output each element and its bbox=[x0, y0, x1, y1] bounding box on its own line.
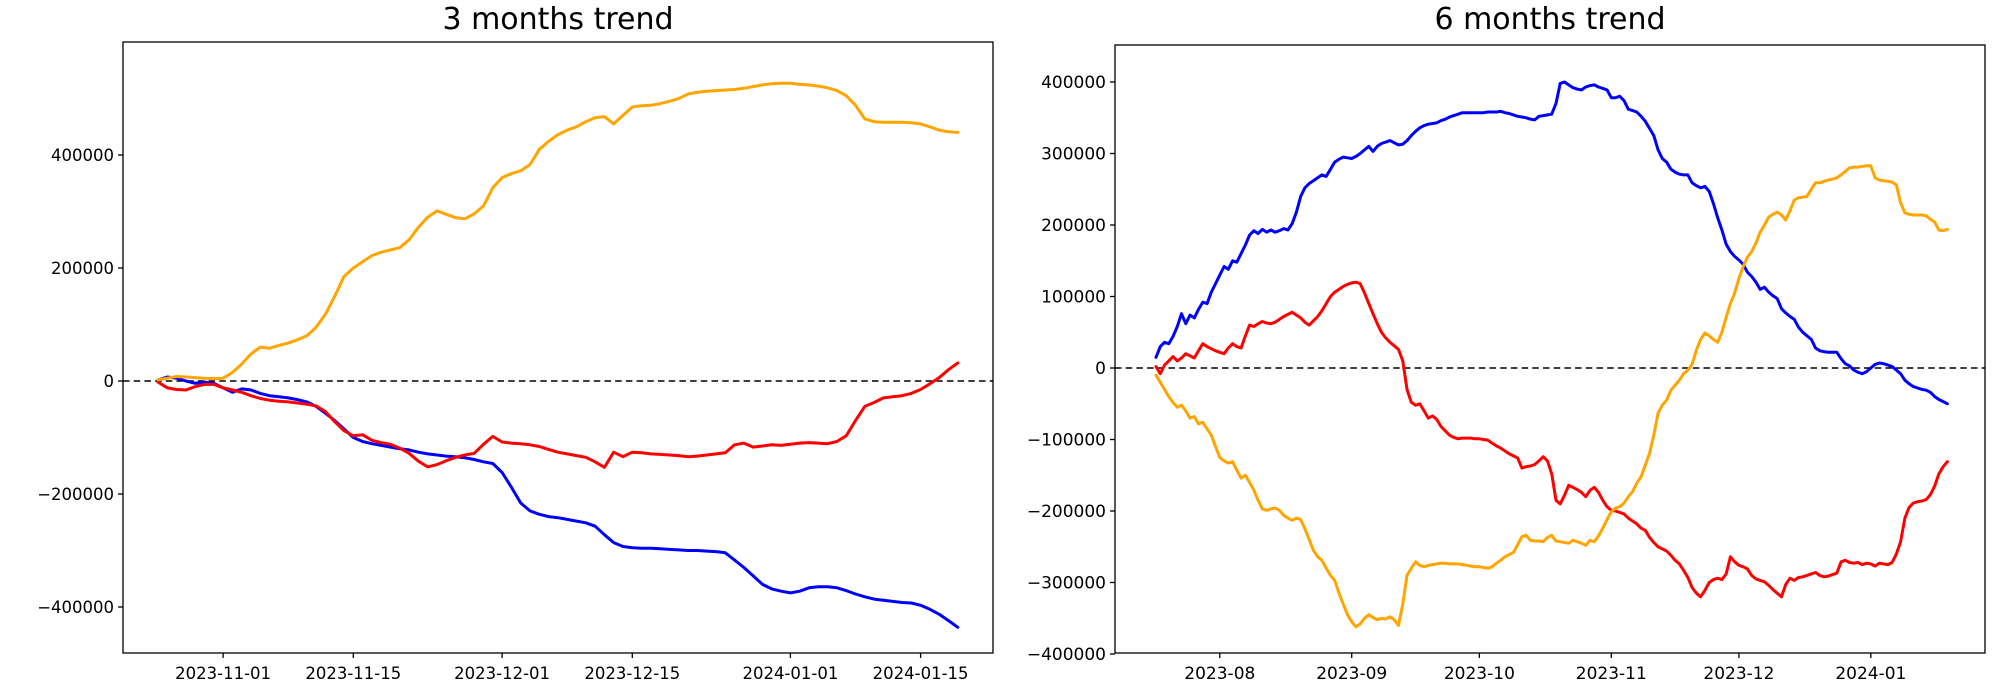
series-orange-line bbox=[1154, 164, 1949, 629]
x-tick-label: 2023-08 bbox=[1184, 664, 1255, 684]
x-tick-label: 2023-12 bbox=[1703, 664, 1774, 684]
x-tick-label: 2023-11-15 bbox=[305, 664, 401, 683]
y-tick-label: −300000 bbox=[1027, 574, 1106, 594]
y-tick-label: 400000 bbox=[51, 146, 114, 165]
y-tick-label: 0 bbox=[104, 372, 115, 391]
x-tick-label: 2023-12-15 bbox=[584, 664, 680, 683]
x-tick-label: 2023-09 bbox=[1316, 664, 1387, 684]
y-tick-label: 200000 bbox=[51, 259, 114, 278]
series-blue-line bbox=[1154, 80, 1949, 406]
x-tick-label: 2024-01 bbox=[1835, 664, 1906, 684]
y-tick-label: 300000 bbox=[1041, 145, 1106, 165]
y-tick-label: 400000 bbox=[1041, 73, 1106, 93]
series-orange-line bbox=[156, 81, 960, 382]
y-tick-label: 100000 bbox=[1041, 288, 1106, 308]
x-tick-label: 2023-12-01 bbox=[454, 664, 550, 683]
x-tick-label: 2023-11 bbox=[1576, 664, 1647, 684]
series-blue-line bbox=[156, 375, 960, 629]
x-tick-label: 2023-11-01 bbox=[175, 664, 271, 683]
chart-3-months-trend: 2023-11-01 2023-11-15 2023-12-01 2023-12-15… bbox=[37, 41, 994, 683]
y-tick-label: 200000 bbox=[1041, 216, 1106, 236]
x-tick-label: 2024-01-01 bbox=[742, 664, 838, 683]
axes-border bbox=[122, 41, 994, 654]
x-tick-label: 2023-10 bbox=[1444, 664, 1515, 684]
y-tick-label: 0 bbox=[1095, 359, 1106, 379]
series-red-line bbox=[156, 361, 960, 469]
chart-title-6-months: 6 months trend bbox=[1434, 2, 1666, 37]
chart-6-months-trend: 2023-08 2023-09 2023-10 2023-11 2023-12 2024-… bbox=[1027, 44, 1986, 684]
axes-border bbox=[1114, 44, 1986, 654]
x-tick-label: 2024-01-15 bbox=[873, 664, 969, 683]
y-tick-label: −400000 bbox=[37, 598, 114, 617]
chart-title-3-months: 3 months trend bbox=[442, 2, 674, 37]
series-red-line bbox=[1154, 280, 1949, 599]
y-tick-label: −200000 bbox=[37, 485, 114, 504]
y-tick-label: −100000 bbox=[1027, 431, 1106, 451]
y-tick-label: −200000 bbox=[1027, 502, 1106, 522]
y-tick-label: −400000 bbox=[1027, 645, 1106, 665]
